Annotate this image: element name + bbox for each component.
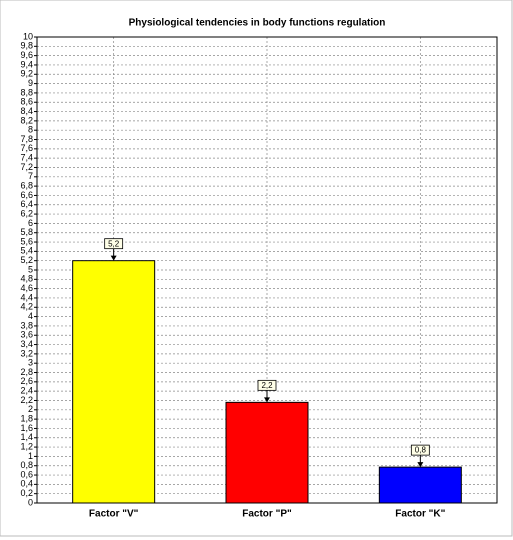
y-tick-label: 4,8 <box>20 274 33 284</box>
y-tick-label: 2,6 <box>20 376 33 386</box>
y-tick-label: 8,2 <box>20 115 33 125</box>
y-tick-label: 4,6 <box>20 283 33 293</box>
y-tick-label: 1,2 <box>20 441 33 451</box>
value-label: 2,2 <box>261 381 273 390</box>
y-tick-label: 0,2 <box>20 488 33 498</box>
y-tick-label: 0,6 <box>20 469 33 479</box>
y-tick-label: 7 <box>28 171 33 181</box>
y-tick-label: 7,4 <box>20 153 33 163</box>
y-tick-label: 3,2 <box>20 348 33 358</box>
bar <box>72 260 156 504</box>
value-label: 0,8 <box>415 446 427 455</box>
y-tick-label: 8,4 <box>20 106 33 116</box>
y-tick-label: 6,8 <box>20 180 33 190</box>
y-tick-label: 3,6 <box>20 330 33 340</box>
y-tick-label: 8,8 <box>20 87 33 97</box>
y-tick-label: 6,2 <box>20 208 33 218</box>
y-tick-label: 0,8 <box>20 460 33 470</box>
label-arrowhead <box>264 397 270 403</box>
y-tick-label: 4 <box>28 311 33 321</box>
y-tick-label: 6 <box>28 218 33 228</box>
y-tick-label: 1,6 <box>20 423 33 433</box>
y-tick-label: 4,4 <box>20 292 33 302</box>
y-tick-label: 7,6 <box>20 143 33 153</box>
x-tick-label: Factor "K" <box>395 509 445 520</box>
y-tick-label: 5,8 <box>20 227 33 237</box>
y-tick-label: 5,6 <box>20 236 33 246</box>
y-tick-label: 7,2 <box>20 162 33 172</box>
y-tick-label: 8,6 <box>20 97 33 107</box>
y-tick-label: 9,4 <box>20 59 33 69</box>
y-tick-label: 5,4 <box>20 246 33 256</box>
chart-title: Physiological tendencies in body functio… <box>129 18 386 29</box>
x-tick-label: Factor "P" <box>242 509 292 520</box>
y-tick-label: 9 <box>28 78 33 88</box>
y-tick-label: 4,2 <box>20 302 33 312</box>
y-tick-label: 2,4 <box>20 386 33 396</box>
y-tick-label: 2,8 <box>20 367 33 377</box>
y-tick-label: 1,4 <box>20 432 33 442</box>
y-tick-label: 3,4 <box>20 339 33 349</box>
y-tick-label: 2,2 <box>20 395 33 405</box>
label-arrowhead <box>417 462 424 468</box>
y-tick-label: 5 <box>28 264 33 274</box>
x-tick-label: Factor "V" <box>89 509 139 520</box>
bar <box>225 401 309 504</box>
bar <box>378 466 462 504</box>
y-tick-label: 7,8 <box>20 134 33 144</box>
y-tick-label: 2 <box>28 404 33 414</box>
y-tick-label: 10 <box>23 31 33 41</box>
label-arrowhead <box>110 255 117 261</box>
y-tick-label: 9,6 <box>20 50 33 60</box>
y-tick-label: 9,8 <box>20 41 33 51</box>
y-tick-label: 5,2 <box>20 255 33 265</box>
y-tick-label: 0 <box>28 497 33 507</box>
y-tick-label: 3,8 <box>20 320 33 330</box>
y-tick-label: 0,4 <box>20 479 33 489</box>
y-tick-label: 9,2 <box>20 69 33 79</box>
y-tick-label: 8 <box>28 125 33 135</box>
label-box <box>410 444 430 456</box>
y-tick-label: 6,6 <box>20 190 33 200</box>
y-tick-label: 1 <box>28 451 33 461</box>
value-label: 5,2 <box>108 239 120 248</box>
y-tick-label: 6,4 <box>20 199 33 209</box>
label-box <box>257 379 277 391</box>
label-box <box>104 238 124 250</box>
y-tick-label: 1,8 <box>20 413 33 423</box>
y-tick-label: 3 <box>28 358 33 368</box>
